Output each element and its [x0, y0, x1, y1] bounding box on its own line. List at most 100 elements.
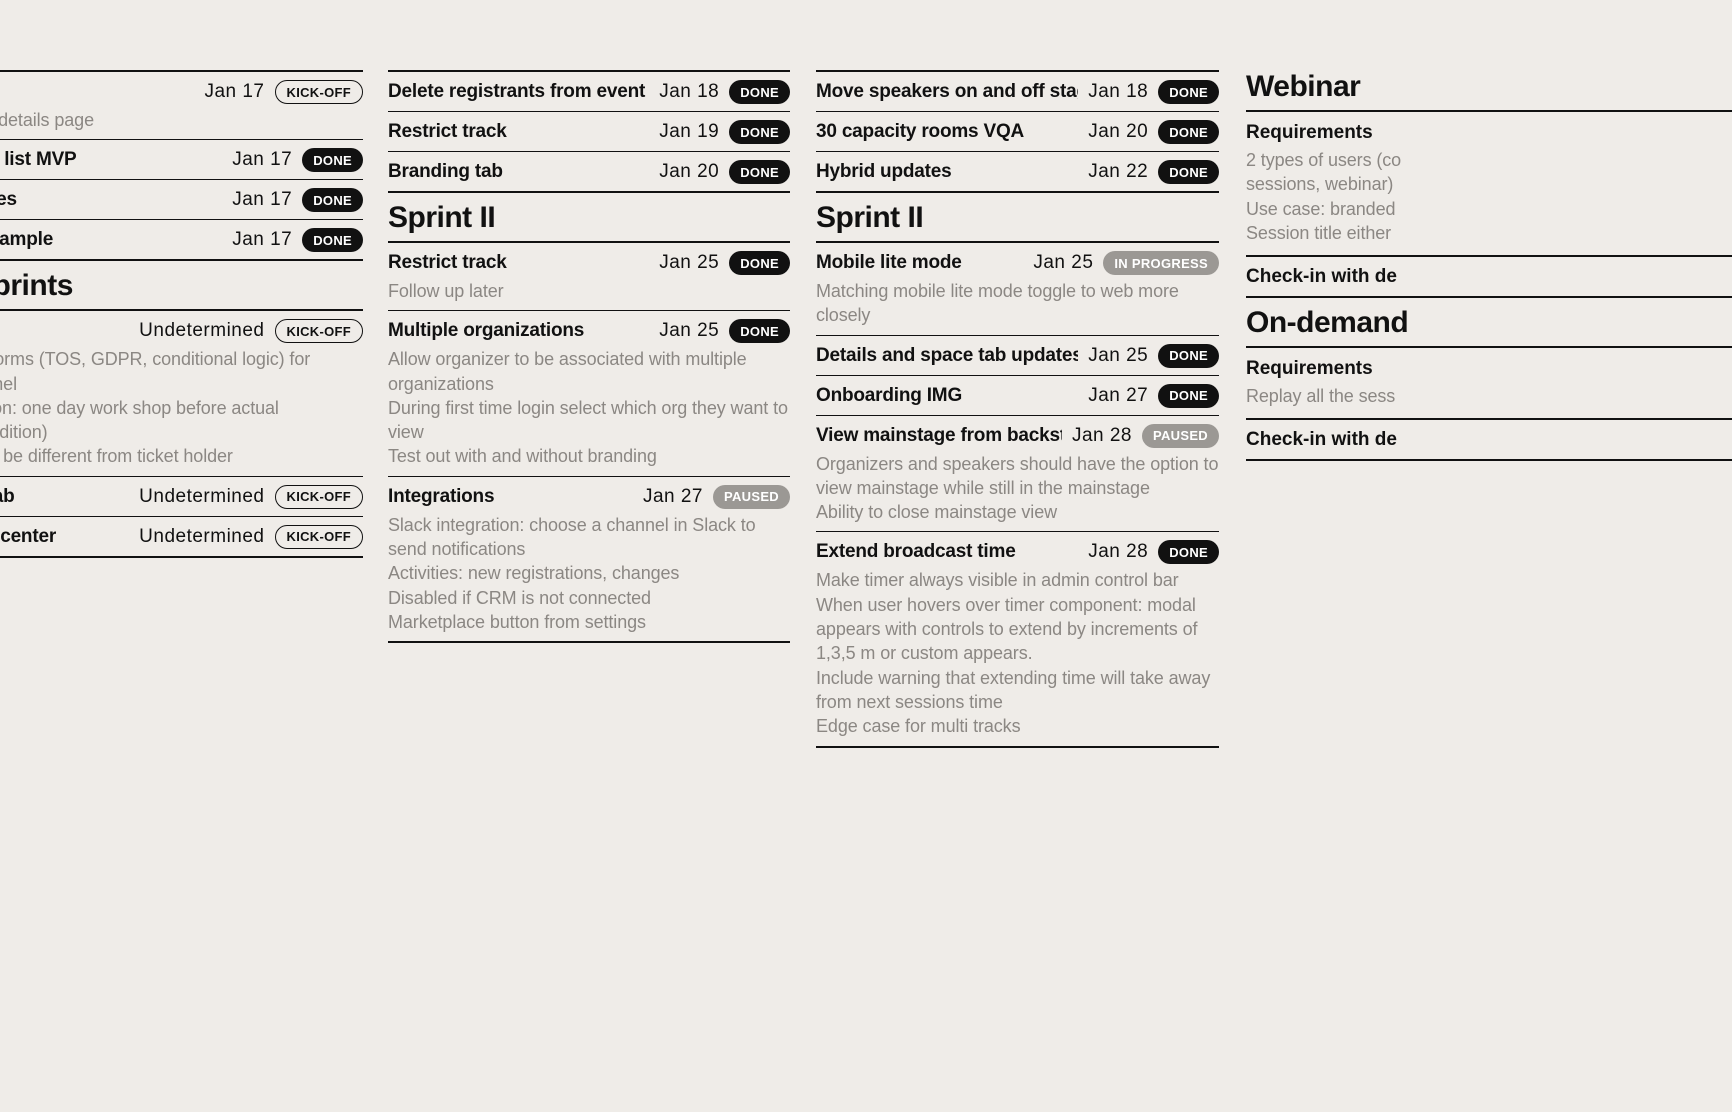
requirements-body: 2 types of users (cosessions, webinar)Us… — [1246, 148, 1732, 255]
status-pill-kickoff[interactable]: KICK-OFF — [275, 319, 364, 343]
status-pill-paused[interactable]: PAUSED — [1142, 424, 1219, 448]
task-row[interactable]: leted exampleJan 17DONE — [0, 220, 363, 261]
status-pill-kickoff[interactable]: KICK-OFF — [275, 485, 364, 509]
task-date: Jan 28 — [1088, 541, 1148, 563]
task-row[interactable]: Extend broadcast time Jan 28 DONEMake time… — [816, 532, 1219, 747]
task-subtext-line: rm ID to details page — [0, 108, 363, 132]
task-date: Jan 19 — [659, 121, 719, 143]
task-row[interactable]: 30 capacity rooms VQAJan 20DONE — [816, 112, 1219, 152]
task-title: Move speakers on and off stage — [816, 81, 1078, 103]
status-pill-done[interactable]: DONE — [1158, 540, 1219, 564]
status-pill-done[interactable]: DONE — [729, 80, 790, 104]
task-date: Undetermined — [139, 486, 264, 508]
task-title: Onboarding IMG — [816, 385, 1078, 407]
task-date: Jan 22 — [1088, 161, 1148, 183]
task-row[interactable]: Restrict track Jan 25 DONEFollow up later — [388, 243, 790, 311]
task-row[interactable]: Branding tabJan 20DONE — [388, 152, 790, 193]
task-subtext-line: Organizers and speakers should have the … — [816, 452, 1219, 501]
status-pill-done[interactable]: DONE — [729, 251, 790, 275]
task-row[interactable]: Mobile lite modeJan 25IN PROGRESSMatchin… — [816, 243, 1219, 336]
task-row[interactable]: in black list MVPJan 17DONE — [0, 140, 363, 180]
task-date: Jan 28 — [1072, 425, 1132, 447]
task-subtext-line: d upon forms (TOS, GDPR, conditional log… — [0, 347, 363, 371]
status-pill-in_progress[interactable]: IN PROGRESS — [1103, 251, 1219, 275]
task-subtext-line: Ability to close mainstage view — [816, 500, 1219, 524]
task-subtext-line: Test out with and without branding — [388, 444, 790, 468]
task-row[interactable]: Delete registrants from eventJan 18DONE — [388, 72, 790, 112]
status-pill-done[interactable]: DONE — [1158, 160, 1219, 184]
status-pill-done[interactable]: DONE — [1158, 344, 1219, 368]
task-title: View mainstage from backstage — [816, 425, 1062, 447]
status-pill-done[interactable]: DONE — [729, 120, 790, 144]
task-row-inner: Onboarding IMG Jan 27 DONE — [816, 384, 1219, 408]
task-row[interactable]: Onboarding IMG Jan 27 DONE — [816, 376, 1219, 416]
section-title: Sprint II — [388, 193, 790, 241]
task-subtext-line: Edge case for multi tracks — [816, 714, 1219, 738]
check-in-row[interactable]: Check-in with de — [1246, 257, 1732, 298]
status-pill-paused[interactable]: PAUSED — [713, 485, 790, 509]
task-row[interactable]: cations centerUndeterminedKICK-OFF — [0, 517, 363, 558]
task-row[interactable]: View mainstage from backstage Jan 28 PAUSE… — [816, 416, 1219, 533]
status-pill-done[interactable]: DONE — [302, 188, 363, 212]
task-subtext-line: Include warning that extending time will… — [816, 666, 1219, 715]
section-title-webinar: Webinar — [1246, 70, 1732, 110]
task-row-inner: Hybrid updatesJan 22DONE — [816, 160, 1219, 184]
task-row-inner: IntegrationsJan 27PAUSED — [388, 485, 790, 509]
task-subtext: Follow up later — [388, 275, 790, 303]
task-row[interactable]: ingUndeterminedKICK-OFFd upon forms (TOS… — [0, 311, 363, 476]
task-subtext-line: egistration: one day work shop before ac… — [0, 396, 363, 420]
task-title: D — [0, 81, 194, 103]
task-row-inner: Restrict track Jan 25 DONE — [388, 251, 790, 275]
status-pill-done[interactable]: DONE — [302, 228, 363, 252]
status-pill-kickoff[interactable]: KICK-OFF — [275, 525, 364, 549]
task-date: Jan 25 — [1033, 252, 1093, 274]
status-pill-kickoff[interactable]: KICK-OFF — [275, 80, 364, 104]
task-row-inner: 30 capacity rooms VQAJan 20DONE — [816, 120, 1219, 144]
task-title: Integrations — [388, 486, 633, 508]
task-subtext-line: Activities: new registrations, changes — [388, 561, 790, 585]
task-row-inner: Mobile lite modeJan 25IN PROGRESS — [816, 251, 1219, 275]
task-row[interactable]: ration tab Undetermined KICK-OFF — [0, 477, 363, 517]
task-row[interactable]: Details and space tab updatesJan 25DONE — [816, 336, 1219, 376]
task-row[interactable]: templatesJan 17DONE — [0, 180, 363, 220]
status-pill-done[interactable]: DONE — [1158, 80, 1219, 104]
status-pill-done[interactable]: DONE — [729, 160, 790, 184]
column-left-partial: D Jan 17 KICK-OFF rm ID to details page in b… — [0, 70, 363, 558]
task-row-inner: Delete registrants from eventJan 18DONE — [388, 80, 790, 104]
task-title: Restrict track — [388, 121, 649, 143]
task-date: Jan 17 — [232, 229, 292, 251]
task-row-inner: leted exampleJan 17DONE — [0, 228, 363, 252]
status-pill-done[interactable]: DONE — [1158, 120, 1219, 144]
requirements-label: Requirements — [1246, 112, 1732, 148]
task-row[interactable]: Move speakers on and off stageJan 18DONE — [816, 72, 1219, 112]
task-subtext: Matching mobile lite mode toggle to web … — [816, 275, 1219, 328]
requirements-label: Requirements — [1246, 348, 1732, 384]
task-date: Jan 27 — [1088, 385, 1148, 407]
task-title: Restrict track — [388, 252, 649, 274]
task-row[interactable]: Restrict track Jan 19 DONE — [388, 112, 790, 152]
task-subtext: Slack integration: choose a channel in S… — [388, 509, 790, 634]
task-title: Extend broadcast time — [816, 541, 1078, 563]
task-row[interactable]: Hybrid updatesJan 22DONE — [816, 152, 1219, 193]
status-pill-done[interactable]: DONE — [302, 148, 363, 172]
task-title: ration tab — [0, 486, 129, 508]
task-date: Jan 20 — [659, 161, 719, 183]
task-row-inner: Multiple organizationsJan 25DONE — [388, 319, 790, 343]
task-row[interactable]: Multiple organizationsJan 25DONEAllow or… — [388, 311, 790, 476]
task-subtext: Allow organizer to be associated with mu… — [388, 343, 790, 468]
task-row[interactable]: D Jan 17 KICK-OFF rm ID to details page — [0, 72, 363, 140]
column-sprint-b: Move speakers on and off stageJan 18DONE… — [816, 70, 1219, 748]
task-subtext: rm ID to details page — [0, 104, 363, 132]
requirements-body: Replay all the sess — [1246, 384, 1732, 418]
task-date: Undetermined — [139, 526, 264, 548]
task-row[interactable]: IntegrationsJan 27PAUSEDSlack integratio… — [388, 477, 790, 643]
status-pill-done[interactable]: DONE — [729, 319, 790, 343]
task-date: Jan 25 — [659, 252, 719, 274]
task-row-inner: Extend broadcast time Jan 28 DONE — [816, 540, 1219, 564]
task-date: Jan 17 — [204, 81, 264, 103]
check-in-row[interactable]: Check-in with de — [1246, 420, 1732, 461]
task-row-inner: cations centerUndeterminedKICK-OFF — [0, 525, 363, 549]
task-subtext: Make timer always visible in admin contr… — [816, 564, 1219, 738]
task-row-inner: templatesJan 17DONE — [0, 188, 363, 212]
status-pill-done[interactable]: DONE — [1158, 384, 1219, 408]
